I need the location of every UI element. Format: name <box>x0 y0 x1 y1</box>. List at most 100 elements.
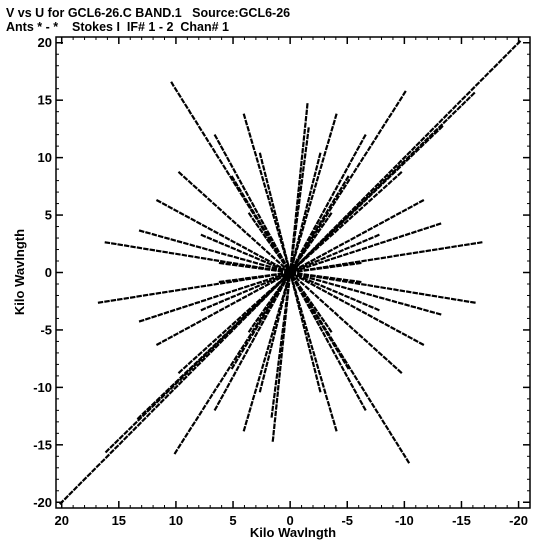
uv-point <box>433 129 439 135</box>
uv-point <box>222 388 228 395</box>
uv-point <box>229 360 235 367</box>
uv-point <box>429 127 435 133</box>
uv-point <box>272 297 277 304</box>
uv-point <box>313 182 318 188</box>
uv-point <box>423 136 430 143</box>
uv-point <box>397 301 404 306</box>
uv-point <box>354 260 361 264</box>
uv-point <box>451 109 458 116</box>
uv-point <box>247 327 253 333</box>
uv-point <box>222 164 227 171</box>
uv-point <box>174 378 180 384</box>
uv-point <box>344 239 351 244</box>
uv-point <box>200 357 207 363</box>
uv-point <box>370 140 376 146</box>
uv-point <box>302 319 307 326</box>
uv-point <box>461 95 467 101</box>
uv-point <box>321 288 328 294</box>
uv-point <box>270 297 276 304</box>
uv-point <box>438 118 444 124</box>
uv-point <box>235 242 242 247</box>
uv-point <box>253 388 258 395</box>
uv-point <box>302 290 308 297</box>
uv-point <box>194 119 200 126</box>
uv-point <box>321 331 327 338</box>
x-tick-label: 10 <box>169 513 183 528</box>
uv-point <box>373 242 380 247</box>
uv-point <box>303 241 308 248</box>
uv-point <box>264 257 271 263</box>
uv-point <box>315 254 322 260</box>
uv-point <box>321 207 327 214</box>
uv-point <box>374 408 380 414</box>
uv-point <box>313 357 318 363</box>
uv-point <box>285 260 290 266</box>
uv-point <box>397 368 403 374</box>
uv-point <box>266 309 271 315</box>
uv-point <box>262 278 269 283</box>
uv-point <box>328 203 333 209</box>
uv-point <box>358 139 364 146</box>
uv-point <box>320 222 326 229</box>
uv-point <box>264 188 269 195</box>
uv-point <box>386 287 393 291</box>
uv-point <box>230 175 236 182</box>
uv-point <box>280 263 286 269</box>
uv-point <box>506 49 513 55</box>
uv-point <box>244 419 249 426</box>
uv-point <box>391 435 397 442</box>
uv-point <box>195 319 202 325</box>
uv-point <box>253 331 259 338</box>
uv-point <box>221 329 228 335</box>
uv-point <box>173 332 179 337</box>
uv-point <box>313 306 319 312</box>
uv-point <box>271 336 276 342</box>
uv-point <box>254 316 260 323</box>
uv-point <box>356 299 362 304</box>
uv-point <box>327 327 333 333</box>
uv-point <box>245 232 252 238</box>
uv-point <box>218 307 225 312</box>
uv-point <box>184 326 191 331</box>
uv-point <box>355 200 362 207</box>
uv-point <box>231 278 238 282</box>
uv-point <box>344 246 350 251</box>
uv-point <box>104 447 111 454</box>
uv-point <box>424 138 430 144</box>
uv-point <box>343 219 349 225</box>
uv-point <box>162 250 168 254</box>
uv-point <box>387 112 393 119</box>
uv-point <box>237 286 244 291</box>
uv-point <box>378 296 385 300</box>
uv-point <box>314 281 321 286</box>
uv-point <box>246 413 250 420</box>
uv-point <box>390 214 396 219</box>
uv-point <box>258 254 265 260</box>
uv-point <box>109 449 115 455</box>
uv-point <box>136 414 143 420</box>
uv-point <box>353 289 360 293</box>
uv-point <box>297 234 301 241</box>
uv-point <box>299 258 306 265</box>
uv-point <box>247 336 253 342</box>
uv-point <box>239 257 246 262</box>
uv-point <box>257 319 263 326</box>
uv-point <box>298 263 305 269</box>
uv-point <box>132 420 138 427</box>
uv-point <box>305 264 312 269</box>
uv-point <box>259 369 263 376</box>
uv-point <box>398 446 404 453</box>
uv-point <box>311 177 316 184</box>
uv-point <box>155 249 162 253</box>
uv-point <box>241 354 246 361</box>
x-tick-label: 5 <box>229 513 236 528</box>
uv-point <box>300 317 304 323</box>
uv-point <box>332 251 338 256</box>
uv-point <box>314 245 320 251</box>
uv-point <box>194 255 200 259</box>
uv-point <box>312 188 316 195</box>
uv-point <box>207 226 214 232</box>
uv-point <box>72 485 79 492</box>
uv-point <box>223 334 229 340</box>
uv-point <box>250 282 256 287</box>
